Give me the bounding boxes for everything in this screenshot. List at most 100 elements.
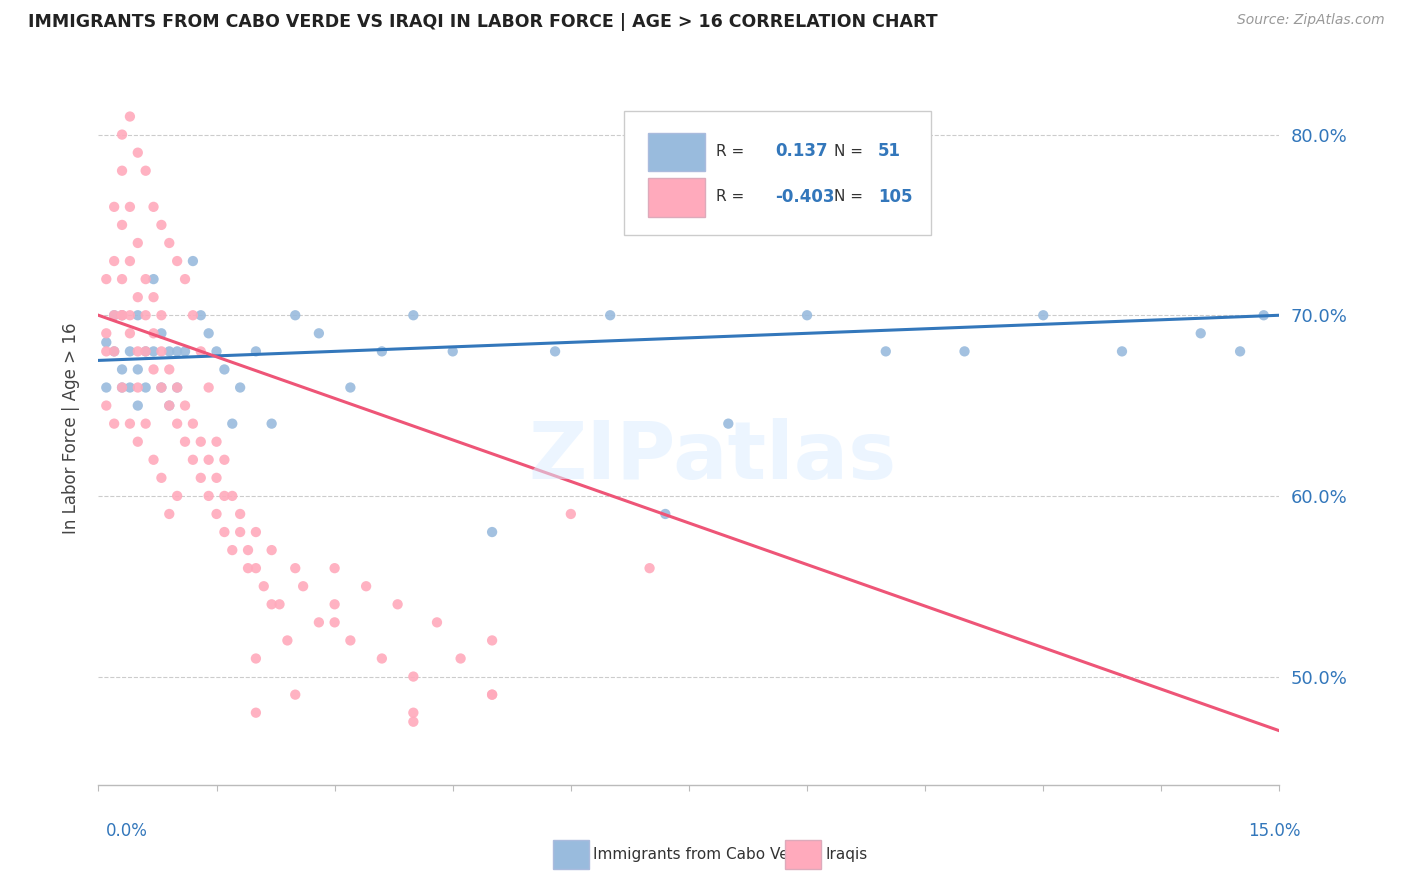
Point (142, 344, 165, 359)
Point (236, 561, 259, 575)
Point (127, 362, 149, 376)
Point (190, 471, 212, 485)
Point (118, 417, 141, 431)
Point (323, 615, 346, 630)
Point (135, 380, 157, 394)
Point (953, 344, 976, 359)
Point (197, 380, 219, 394)
Point (638, 561, 661, 575)
Point (174, 434, 197, 449)
Point (135, 417, 157, 431)
Point (269, 597, 291, 611)
Text: 0.0%: 0.0% (105, 822, 148, 840)
Y-axis label: In Labor Force | Age > 16: In Labor Force | Age > 16 (62, 322, 80, 534)
Point (260, 543, 283, 558)
Point (181, 417, 204, 431)
Point (111, 308, 134, 322)
Point (157, 344, 180, 359)
Point (481, 688, 503, 702)
Point (118, 380, 141, 394)
Point (118, 254, 141, 268)
Point (214, 452, 236, 467)
Point (111, 218, 134, 232)
Point (103, 254, 125, 268)
Point (402, 308, 425, 322)
FancyBboxPatch shape (648, 178, 706, 217)
Point (96, 326, 118, 341)
Point (276, 633, 298, 648)
Point (142, 290, 165, 304)
Point (253, 579, 276, 593)
Point (181, 308, 204, 322)
Point (118, 110, 141, 124)
Point (103, 308, 125, 322)
Text: 0.137: 0.137 (775, 143, 828, 161)
Point (96, 344, 118, 359)
Point (284, 561, 307, 575)
Text: R =: R = (716, 144, 744, 159)
Point (402, 669, 425, 683)
Point (560, 507, 582, 521)
Point (135, 163, 157, 178)
Point (354, 579, 377, 593)
Point (229, 524, 252, 539)
Point (150, 218, 173, 232)
Point (371, 344, 394, 359)
Point (166, 254, 188, 268)
Point (157, 399, 180, 413)
Text: ZIPatlas: ZIPatlas (529, 417, 897, 496)
Point (150, 380, 173, 394)
Point (174, 399, 197, 413)
Point (481, 524, 503, 539)
Point (284, 688, 307, 702)
Point (339, 380, 361, 394)
Point (284, 308, 307, 322)
Point (599, 308, 621, 322)
FancyBboxPatch shape (624, 111, 931, 235)
Point (654, 507, 676, 521)
Point (323, 597, 346, 611)
Point (387, 597, 409, 611)
Point (142, 326, 165, 341)
Point (111, 272, 134, 286)
Point (339, 633, 361, 648)
Point (260, 417, 283, 431)
Text: 105: 105 (877, 188, 912, 206)
Point (127, 344, 149, 359)
Point (544, 344, 567, 359)
Point (150, 344, 173, 359)
Point (441, 344, 464, 359)
Point (157, 399, 180, 413)
Point (214, 362, 236, 376)
Point (142, 452, 165, 467)
Point (135, 308, 157, 322)
Point (197, 489, 219, 503)
Point (205, 471, 228, 485)
Text: N =: N = (834, 189, 863, 204)
Point (205, 344, 228, 359)
Point (111, 380, 134, 394)
Point (214, 524, 236, 539)
Text: Iraqis: Iraqis (825, 847, 868, 862)
Point (96, 272, 118, 286)
Point (205, 507, 228, 521)
Point (245, 651, 267, 665)
Point (323, 561, 346, 575)
Point (150, 380, 173, 394)
Point (150, 308, 173, 322)
Point (190, 434, 212, 449)
Point (221, 489, 243, 503)
Text: R =: R = (716, 189, 744, 204)
Point (166, 489, 188, 503)
Point (221, 543, 243, 558)
Point (308, 615, 330, 630)
Point (1111, 344, 1133, 359)
Point (111, 163, 134, 178)
Point (127, 290, 149, 304)
Point (127, 235, 149, 250)
Point (481, 633, 503, 648)
Point (166, 417, 188, 431)
Point (197, 452, 219, 467)
Point (135, 344, 157, 359)
Point (221, 417, 243, 431)
